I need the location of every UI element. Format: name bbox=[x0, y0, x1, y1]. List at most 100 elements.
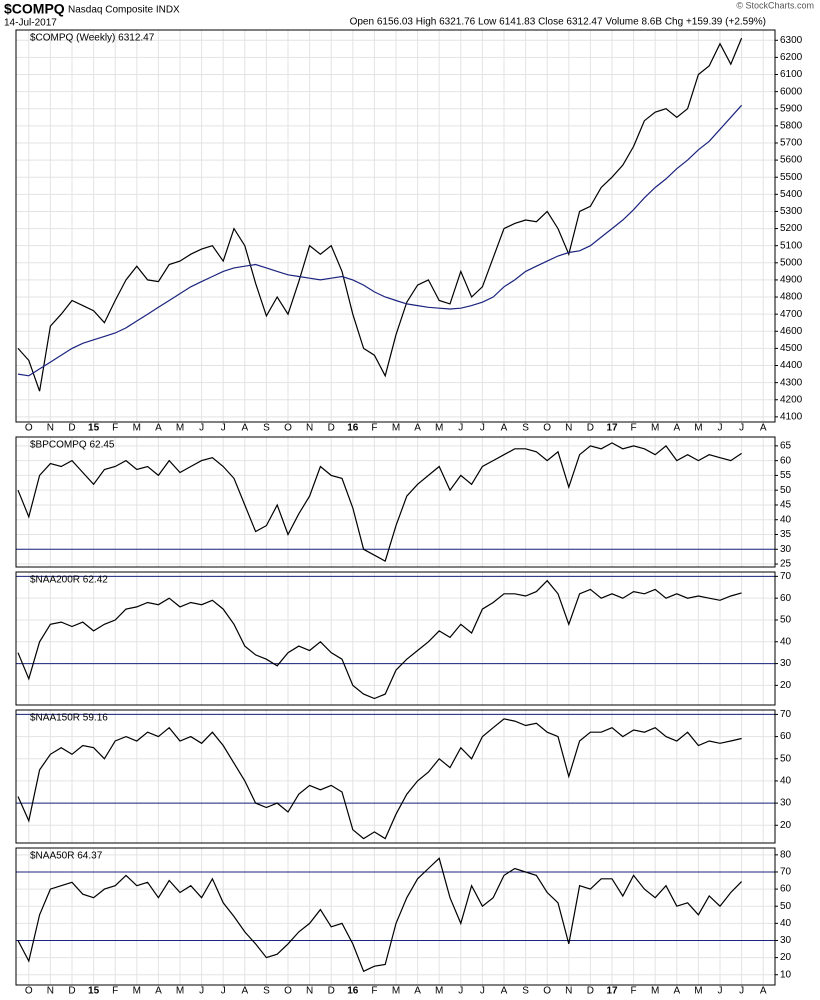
x-tick-label: O bbox=[284, 986, 292, 997]
x-tick-label: M bbox=[392, 423, 400, 434]
x-tick-label: J bbox=[718, 423, 723, 434]
y-tick-label: 6300 bbox=[780, 35, 803, 46]
date: 14-Jul-2017 bbox=[4, 18, 57, 29]
y-tick-label: 6000 bbox=[780, 86, 803, 97]
y-tick-label: 5900 bbox=[780, 103, 803, 114]
x-tick-label: 17 bbox=[606, 423, 618, 434]
y-tick-label: 25 bbox=[780, 559, 792, 570]
x-tick-label: F bbox=[631, 986, 637, 997]
y-tick-label: 40 bbox=[780, 918, 792, 929]
x-tick-label: J bbox=[199, 423, 204, 434]
y-tick-label: 50 bbox=[780, 753, 792, 764]
y-tick-label: 70 bbox=[780, 571, 792, 582]
x-tick-label: M bbox=[176, 423, 184, 434]
panel-label: $COMPQ (Weekly) 6312.47 bbox=[30, 33, 155, 44]
x-tick-label: M bbox=[651, 986, 659, 997]
x-tick-label: J bbox=[718, 986, 723, 997]
y-tick-label: 6100 bbox=[780, 69, 803, 80]
y-tick-label: 10 bbox=[780, 969, 792, 980]
x-tick-label: A bbox=[501, 423, 508, 434]
x-tick-label: M bbox=[392, 986, 400, 997]
x-tick-label: M bbox=[176, 986, 184, 997]
symbol: $COMPQ bbox=[4, 1, 65, 17]
y-tick-label: 5300 bbox=[780, 206, 803, 217]
y-tick-label: 20 bbox=[780, 820, 792, 831]
x-tick-label: J bbox=[480, 986, 485, 997]
x-tick-label: F bbox=[371, 423, 377, 434]
y-tick-label: 5100 bbox=[780, 240, 803, 251]
y-tick-label: 4800 bbox=[780, 292, 803, 303]
y-tick-label: 4900 bbox=[780, 275, 803, 286]
panel-frame bbox=[15, 709, 776, 844]
x-tick-label: M bbox=[435, 986, 443, 997]
y-tick-label: 4300 bbox=[780, 377, 803, 388]
x-tick-label: M bbox=[133, 986, 141, 997]
y-tick-label: 60 bbox=[780, 455, 792, 466]
x-tick-label: O bbox=[543, 986, 551, 997]
y-tick-label: 30 bbox=[780, 658, 792, 669]
x-tick-label: A bbox=[673, 423, 680, 434]
x-tick-label: A bbox=[241, 423, 248, 434]
y-tick-label: 60 bbox=[780, 731, 792, 742]
y-tick-label: 45 bbox=[780, 500, 792, 511]
x-tick-label: J bbox=[221, 986, 226, 997]
x-tick-label: S bbox=[263, 423, 270, 434]
x-tick-label: N bbox=[565, 986, 572, 997]
x-tick-label: D bbox=[68, 986, 75, 997]
y-tick-label: 50 bbox=[780, 615, 792, 626]
y-tick-label: 4200 bbox=[780, 394, 803, 405]
x-tick-label: S bbox=[522, 986, 529, 997]
y-tick-label: 70 bbox=[780, 867, 792, 878]
y-tick-label: 20 bbox=[780, 680, 792, 691]
x-tick-label: F bbox=[371, 986, 377, 997]
y-tick-label: 55 bbox=[780, 470, 792, 481]
y-tick-label: 20 bbox=[780, 952, 792, 963]
index-name: Nasdaq Composite INDX bbox=[68, 5, 180, 16]
panel-label: $BPCOMPQ 62.45 bbox=[30, 440, 115, 451]
x-tick-label: N bbox=[47, 423, 54, 434]
x-tick-label: N bbox=[47, 986, 54, 997]
x-tick-label: S bbox=[263, 986, 270, 997]
panel-label: $NAA50R 64.37 bbox=[30, 851, 103, 862]
x-tick-label: M bbox=[694, 423, 702, 434]
x-tick-label: A bbox=[760, 423, 767, 434]
x-tick-label: 15 bbox=[88, 986, 100, 997]
x-tick-label: F bbox=[112, 986, 118, 997]
x-tick-label: J bbox=[480, 423, 485, 434]
y-tick-label: 40 bbox=[780, 636, 792, 647]
x-tick-label: A bbox=[155, 423, 162, 434]
panel-frame bbox=[15, 571, 776, 706]
panel-frame bbox=[15, 847, 776, 986]
x-tick-label: N bbox=[306, 423, 313, 434]
y-tick-label: 80 bbox=[780, 849, 792, 860]
x-tick-label: M bbox=[435, 423, 443, 434]
x-tick-label: N bbox=[565, 423, 572, 434]
x-tick-label: D bbox=[68, 423, 75, 434]
panel-frame bbox=[15, 436, 776, 568]
x-tick-label: A bbox=[155, 986, 162, 997]
x-tick-label: A bbox=[414, 986, 421, 997]
y-tick-label: 70 bbox=[780, 709, 792, 720]
y-tick-label: 60 bbox=[780, 593, 792, 604]
x-tick-label: O bbox=[25, 423, 33, 434]
y-tick-label: 50 bbox=[780, 901, 792, 912]
x-tick-label: A bbox=[760, 986, 767, 997]
x-tick-label: 17 bbox=[606, 986, 618, 997]
y-tick-label: 6200 bbox=[780, 52, 803, 63]
quote: Open 6156.03 High 6321.76 Low 6141.83 Cl… bbox=[350, 17, 766, 28]
x-tick-label: O bbox=[284, 423, 292, 434]
y-tick-label: 60 bbox=[780, 884, 792, 895]
x-tick-label: M bbox=[651, 423, 659, 434]
series-line bbox=[17, 37, 743, 392]
series-line bbox=[17, 718, 742, 840]
x-tick-label: A bbox=[501, 986, 508, 997]
y-tick-label: 4100 bbox=[780, 412, 803, 423]
x-tick-label: A bbox=[414, 423, 421, 434]
x-tick-label: J bbox=[739, 986, 744, 997]
x-tick-label: S bbox=[522, 423, 529, 434]
x-tick-label: 15 bbox=[88, 423, 100, 434]
y-tick-label: 5200 bbox=[780, 223, 803, 234]
y-tick-label: 30 bbox=[780, 798, 792, 809]
panel-label: $NAA150R 59.16 bbox=[30, 713, 108, 724]
